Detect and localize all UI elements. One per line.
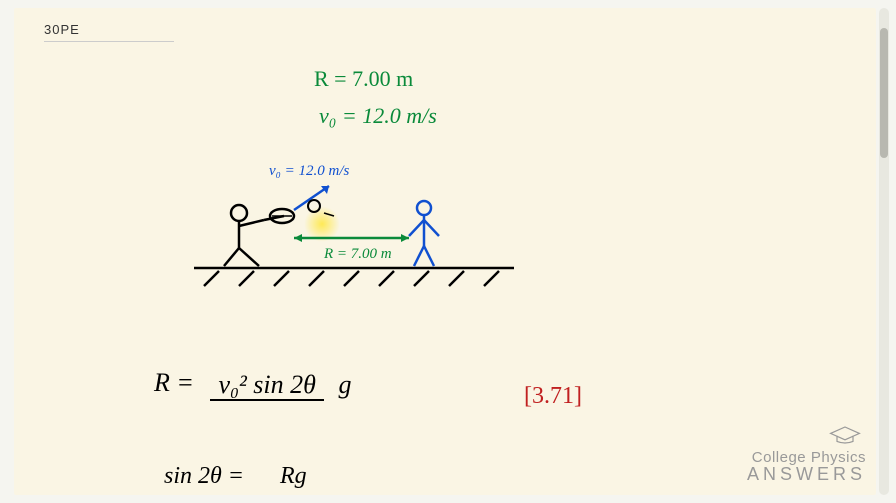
watermark-line2: ANSWERS xyxy=(747,464,866,485)
diagram-range-label: R = 7.00 m xyxy=(324,246,392,263)
range-formula: R = v₀² sin 2θ g xyxy=(154,368,359,400)
range-formula-num: v₀² sin 2θ xyxy=(210,370,324,401)
diagram-velocity-label: v₀ = 12.0 m/s xyxy=(269,163,349,180)
watermark: College Physics ANSWERS xyxy=(747,449,866,485)
physics-diagram xyxy=(164,158,564,318)
given-range: R = 7.00 m xyxy=(314,66,413,92)
range-formula-den: g xyxy=(330,370,359,399)
whiteboard-canvas: 30PE R = 7.00 m v₀ = 12.0 m/s xyxy=(14,8,876,495)
vertical-scrollbar-track[interactable] xyxy=(879,8,889,495)
equation-reference: [3.71] xyxy=(524,383,582,410)
partial-rhs: Rg xyxy=(280,463,307,489)
given-velocity: v₀ = 12.0 m/s xyxy=(319,103,437,129)
graduation-cap-icon xyxy=(829,425,861,445)
range-formula-lhs: R = xyxy=(154,368,194,397)
partial-equation: sin 2θ = Rg xyxy=(164,463,307,490)
problem-number-label: 30PE xyxy=(44,22,174,42)
vertical-scrollbar-thumb[interactable] xyxy=(880,28,888,158)
partial-lhs: sin 2θ = xyxy=(164,463,244,489)
